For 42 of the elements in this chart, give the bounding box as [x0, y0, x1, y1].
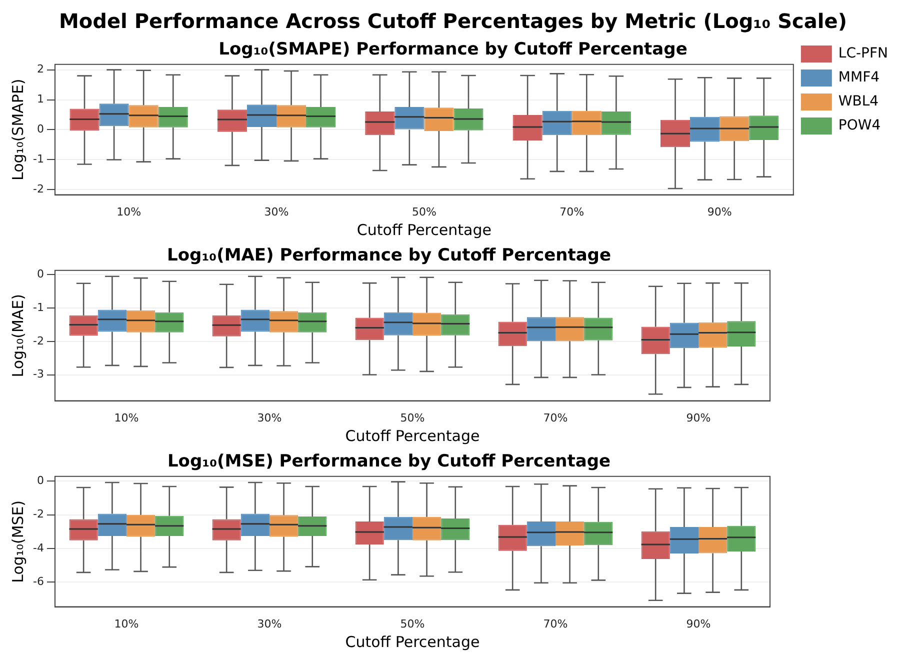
y-tick-label: -6 — [33, 575, 44, 588]
y-tick-label: -2 — [33, 508, 44, 521]
y-axis-title: Log₁₀(MSE) — [8, 500, 27, 583]
chart-title: Log₁₀(MSE) Performance by Cutoff Percentage — [167, 452, 611, 472]
x-tick-label: 90% — [686, 617, 711, 630]
x-tick-label: 70% — [543, 617, 568, 630]
x-tick-label: 90% — [686, 411, 711, 424]
x-tick-label: 10% — [114, 617, 139, 630]
y-axis-title: Log₁₀(SMAPE) — [8, 78, 27, 180]
y-tick-label: -1 — [33, 152, 44, 166]
x-tick-label: 10% — [116, 205, 142, 218]
x-tick-label: 90% — [707, 205, 732, 218]
x-tick-label: 10% — [114, 411, 139, 424]
chart-title: Log₁₀(MAE) Performance by Cutoff Percentage — [167, 246, 611, 266]
y-tick-label: -2 — [33, 334, 44, 348]
x-tick-label: 30% — [257, 411, 282, 424]
y-tick-label: 2 — [36, 62, 44, 76]
x-tick-label: 70% — [560, 205, 584, 218]
y-tick-label: -4 — [33, 541, 44, 554]
legend-label: WBL4 — [838, 94, 879, 110]
legend-label: MMF4 — [838, 70, 880, 86]
y-axis-title: Log₁₀(MAE) — [8, 294, 27, 378]
x-tick-label: 70% — [543, 411, 568, 424]
y-tick-label: 1 — [36, 92, 44, 106]
x-tick-label: 50% — [400, 617, 425, 630]
x-tick-label: 50% — [412, 205, 436, 218]
legend-label: POW4 — [838, 118, 881, 134]
y-tick-label: 0 — [36, 268, 44, 281]
y-tick-label: 0 — [36, 122, 44, 136]
legend-label: LC-PFN — [838, 46, 888, 62]
x-axis-title: Cutoff Percentage — [345, 426, 480, 445]
x-axis-title: Cutoff Percentage — [356, 220, 492, 239]
y-tick-label: -1 — [33, 300, 44, 314]
y-tick-label: -2 — [33, 182, 44, 196]
y-tick-label: 0 — [36, 474, 44, 487]
text: Model Performance Across Cutoff Percentages by Metric (Log₁₀ Scale) — [59, 9, 847, 33]
y-tick-label: -3 — [33, 368, 44, 381]
x-axis-title: Cutoff Percentage — [345, 632, 480, 651]
x-tick-label: 50% — [400, 411, 425, 424]
x-tick-label: 30% — [264, 205, 289, 218]
chart-title: Log₁₀(SMAPE) Performance by Cutoff Percentage — [218, 40, 688, 60]
x-tick-label: 30% — [257, 617, 282, 630]
